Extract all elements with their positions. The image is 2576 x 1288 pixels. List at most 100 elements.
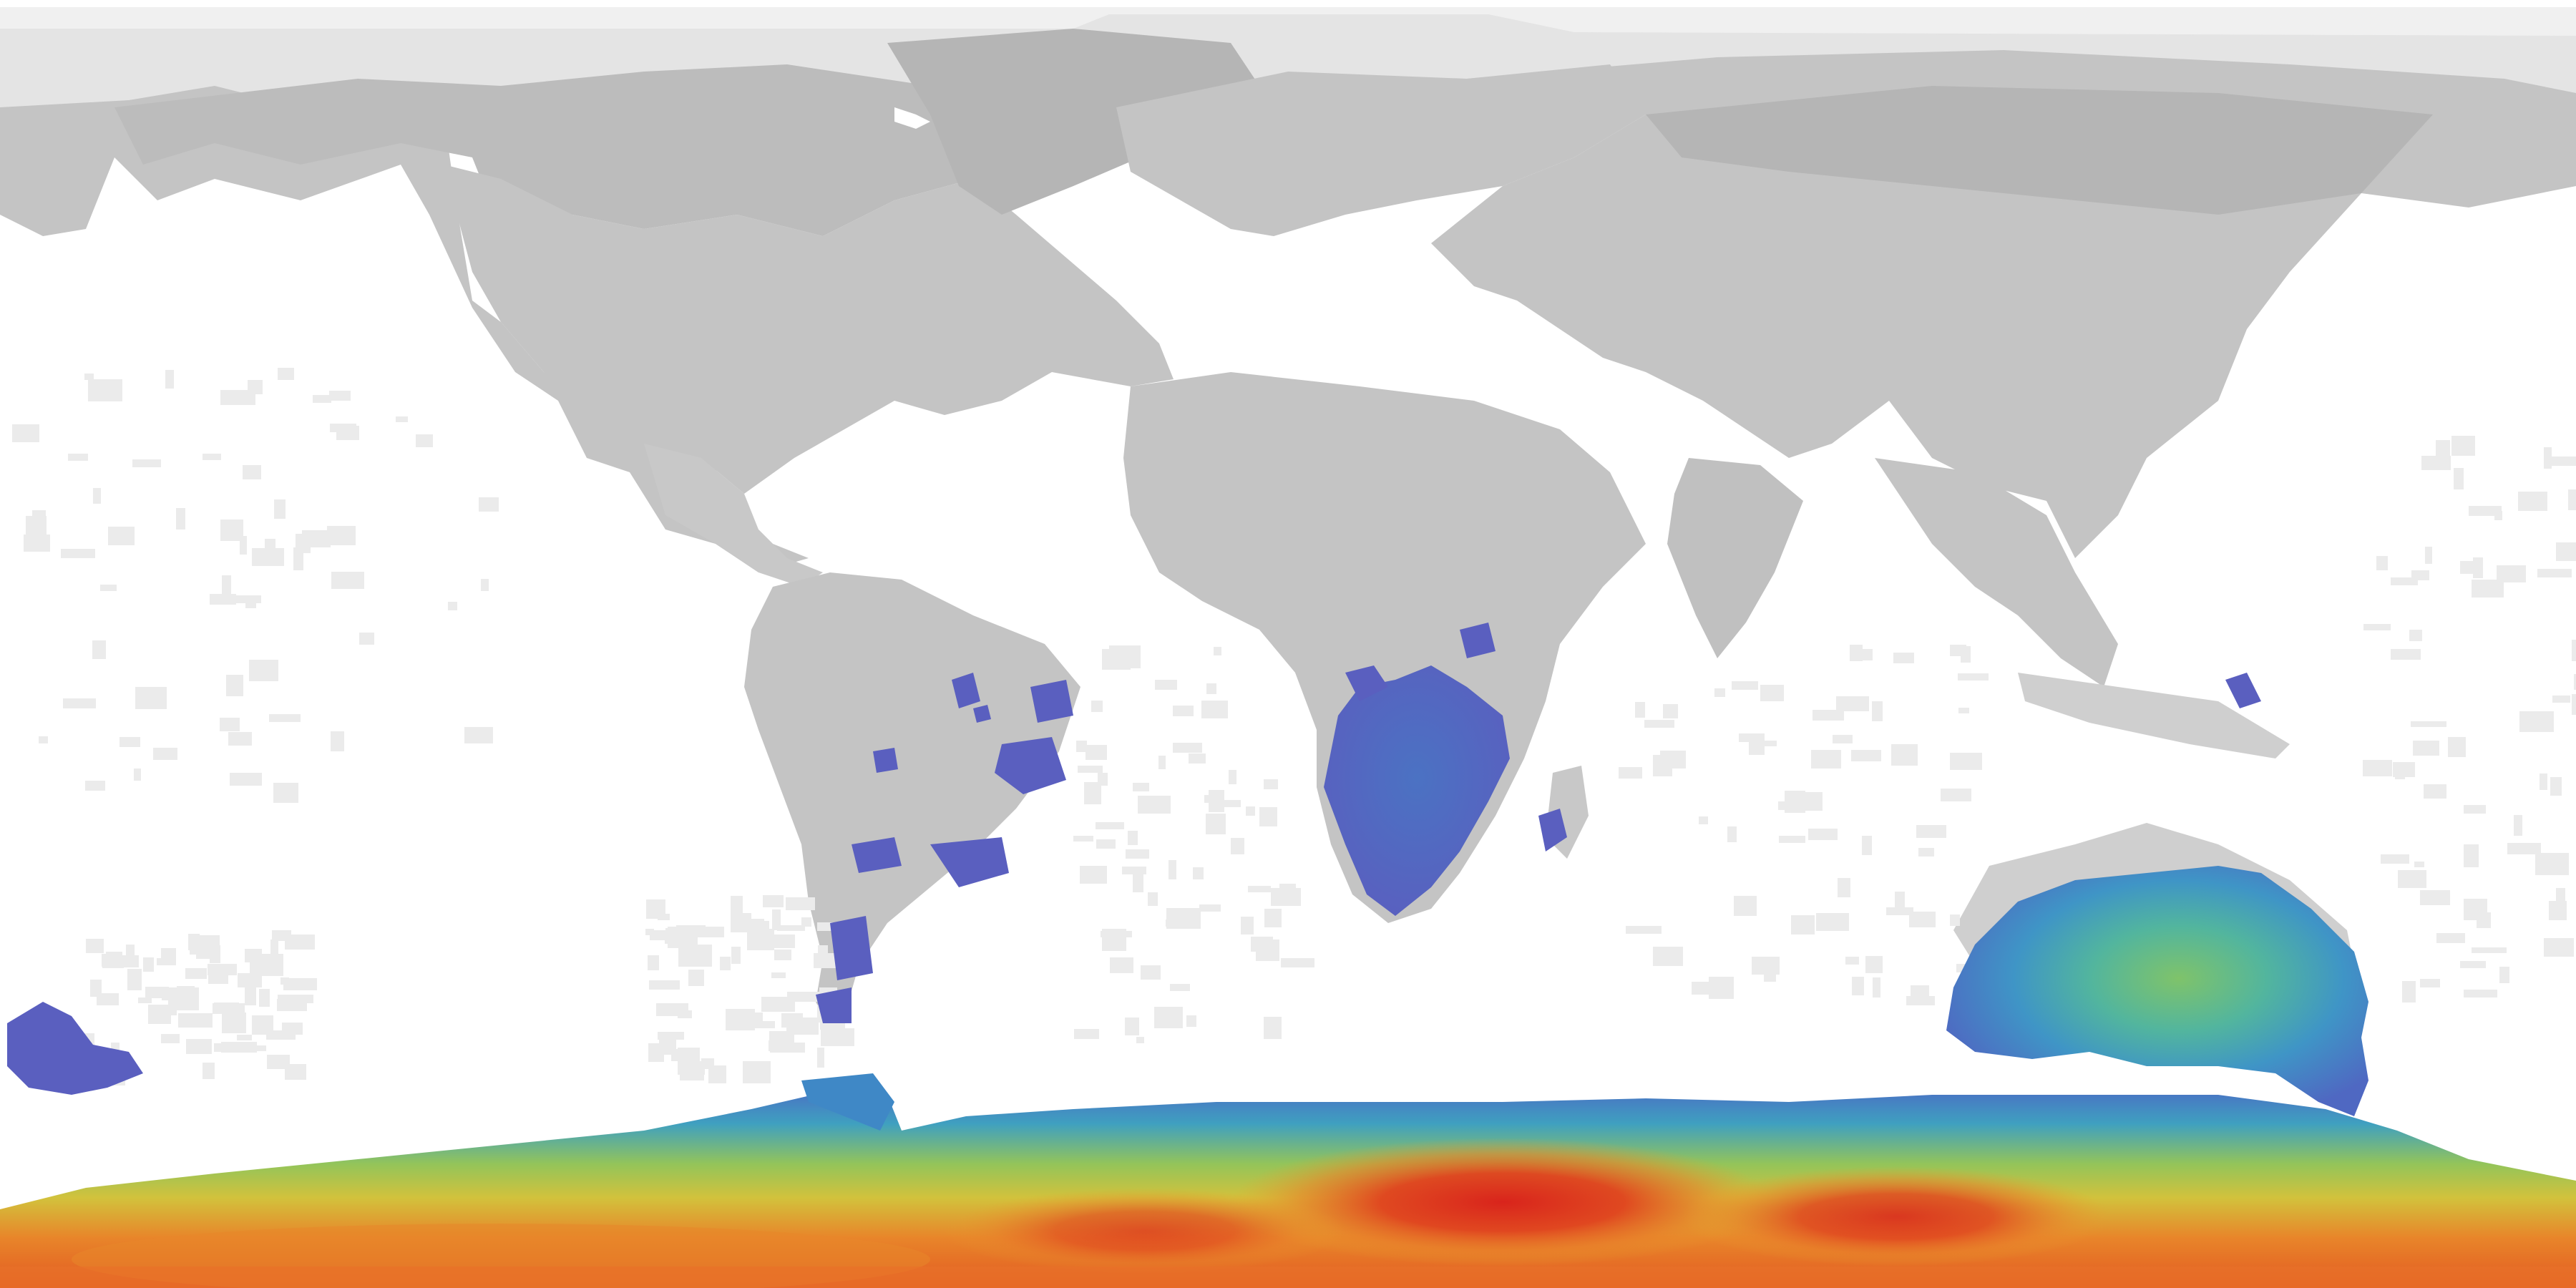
ocean-speckle-cell: [2472, 947, 2507, 953]
ocean-speckle-cell: [1148, 892, 1158, 906]
ocean-speckle-cell: [777, 925, 805, 931]
ocean-speckle-cell: [134, 769, 141, 781]
ocean-speckle-cell: [1779, 836, 1805, 843]
ocean-speckle-cell: [108, 527, 135, 545]
north-america-main: [444, 165, 1174, 494]
ocean-speckle-cell: [143, 957, 154, 972]
ocean-speckle-cell: [1170, 984, 1190, 991]
ocean-speckle-cell: [1958, 708, 1969, 713]
ocean-speckle-cell: [1950, 753, 1982, 770]
ocean-speckle-cell: [132, 459, 161, 467]
ocean-speckle-cell: [1158, 756, 1166, 769]
ocean-speckle-cell: [1619, 767, 1642, 779]
south-america: [744, 572, 1080, 1030]
ocean-speckle-cell: [259, 989, 270, 1007]
ocean-speckle-cell: [794, 1018, 819, 1035]
ocean-speckle-cell: [274, 499, 286, 519]
ocean-speckle-cell: [2537, 569, 2572, 577]
ocean-speckle-cell: [26, 516, 47, 539]
ocean-speckle-cell: [1692, 982, 1709, 995]
ocean-speckle-cell: [2472, 580, 2504, 597]
ocean-speckle-cell: [1279, 884, 1296, 895]
ocean-speckle-cell: [1199, 904, 1221, 912]
ocean-speckle-cell: [2395, 772, 2405, 779]
ocean-speckle-cell: [416, 434, 433, 447]
ocean-speckle-cell: [448, 602, 457, 610]
ocean-speckle-cell: [228, 732, 252, 746]
ocean-speckle-cell: [228, 595, 261, 603]
ocean-speckle-cell: [177, 986, 195, 1002]
ocean-speckle-cell: [1752, 957, 1780, 975]
ocean-speckle-cell: [278, 368, 294, 380]
ocean-speckle-cell: [107, 955, 139, 967]
siberia-dark: [1646, 86, 2433, 215]
ocean-speckle-cell: [61, 549, 95, 558]
ocean-speckle-cell: [1660, 751, 1686, 769]
ocean-speckle-cell: [1193, 867, 1204, 879]
ocean-speckle-cell: [1084, 782, 1101, 804]
ocean-speckle-cell: [1173, 706, 1194, 716]
africa-patch-n2: [1460, 623, 1496, 658]
ocean-speckle-cell: [2454, 468, 2464, 489]
ocean-speckle-cell: [203, 1063, 215, 1079]
ocean-speckle-cell: [165, 370, 174, 389]
ocean-speckle-cell: [1653, 947, 1683, 966]
ocean-speckle-cell: [329, 391, 351, 401]
ocean-speckle-cell: [1714, 688, 1725, 697]
antarctic-peninsula: [801, 1073, 894, 1131]
ocean-speckle-cell: [1813, 710, 1844, 721]
ocean-speckle-cell: [1886, 907, 1913, 915]
ocean-speckle-cell: [152, 1006, 177, 1015]
ocean-speckle-cell: [678, 945, 712, 967]
ocean-speckle-cell: [302, 530, 331, 547]
ocean-speckle-cell: [1734, 896, 1757, 916]
ocean-speckle-cell: [743, 1061, 771, 1083]
ocean-speckle-cell: [1241, 917, 1254, 935]
ocean-speckle-cell: [821, 1028, 854, 1046]
ocean-speckle-cell: [186, 1039, 212, 1054]
ocean-speckle-cell: [283, 978, 317, 990]
ocean-speckle-cell: [85, 781, 105, 791]
ocean-speckle-cell: [2420, 890, 2450, 905]
ocean-speckle-cell: [68, 454, 88, 461]
ocean-speckle-cell: [220, 390, 255, 405]
ocean-speckle-cell: [1154, 1007, 1183, 1028]
ocean-speckle-cell: [658, 1032, 684, 1040]
ocean-speckle-cell: [731, 896, 743, 916]
ocean-speckle-cell: [771, 972, 786, 978]
ocean-speckle-cell: [222, 575, 231, 596]
hot-core-east: [1682, 1166, 2111, 1267]
ocean-speckle-cell: [787, 992, 820, 1002]
ocean-speckle-cell: [176, 508, 185, 530]
north-america: [0, 86, 809, 572]
ocean-speckle-cell: [1096, 822, 1124, 829]
ocean-speckle-cell: [1229, 770, 1236, 784]
ocean-speckle-cell: [1209, 800, 1241, 807]
southeast-asia: [1875, 458, 2118, 687]
ocean-speckle-cell: [2414, 862, 2424, 867]
ocean-speckle-cell: [2544, 447, 2552, 469]
ocean-speckle-cell: [1128, 831, 1138, 845]
ocean-speckle-cell: [90, 980, 102, 997]
ocean-speckle-cell: [277, 999, 307, 1011]
ocean-speckle-cell: [188, 934, 200, 950]
ocean-speckle-cell: [2391, 649, 2421, 660]
ocean-speckle-cell: [2572, 694, 2576, 715]
ocean-speckle-cell: [1091, 701, 1103, 712]
ocean-speckle-cell: [1201, 701, 1228, 718]
ocean-speckle-cell: [86, 939, 104, 953]
ocean-speckle-cell: [2381, 854, 2409, 864]
ocean-speckle-cell: [2568, 489, 2576, 510]
ocean-speckle-cell: [656, 1003, 688, 1016]
ocean-speckle-cell: [814, 953, 841, 968]
ocean-speckle-cell: [282, 1023, 303, 1035]
ocean-speckle-cell: [252, 1015, 273, 1035]
ocean-speckle-cell: [1186, 1015, 1196, 1027]
ocean-speckle: [12, 368, 2576, 1085]
greenland: [887, 29, 1259, 215]
ocean-speckle-cell: [769, 1040, 779, 1051]
ocean-speckle-cell: [1133, 783, 1149, 791]
madagascar-patch: [1538, 809, 1567, 852]
ocean-speckle-cell: [1958, 673, 1989, 680]
